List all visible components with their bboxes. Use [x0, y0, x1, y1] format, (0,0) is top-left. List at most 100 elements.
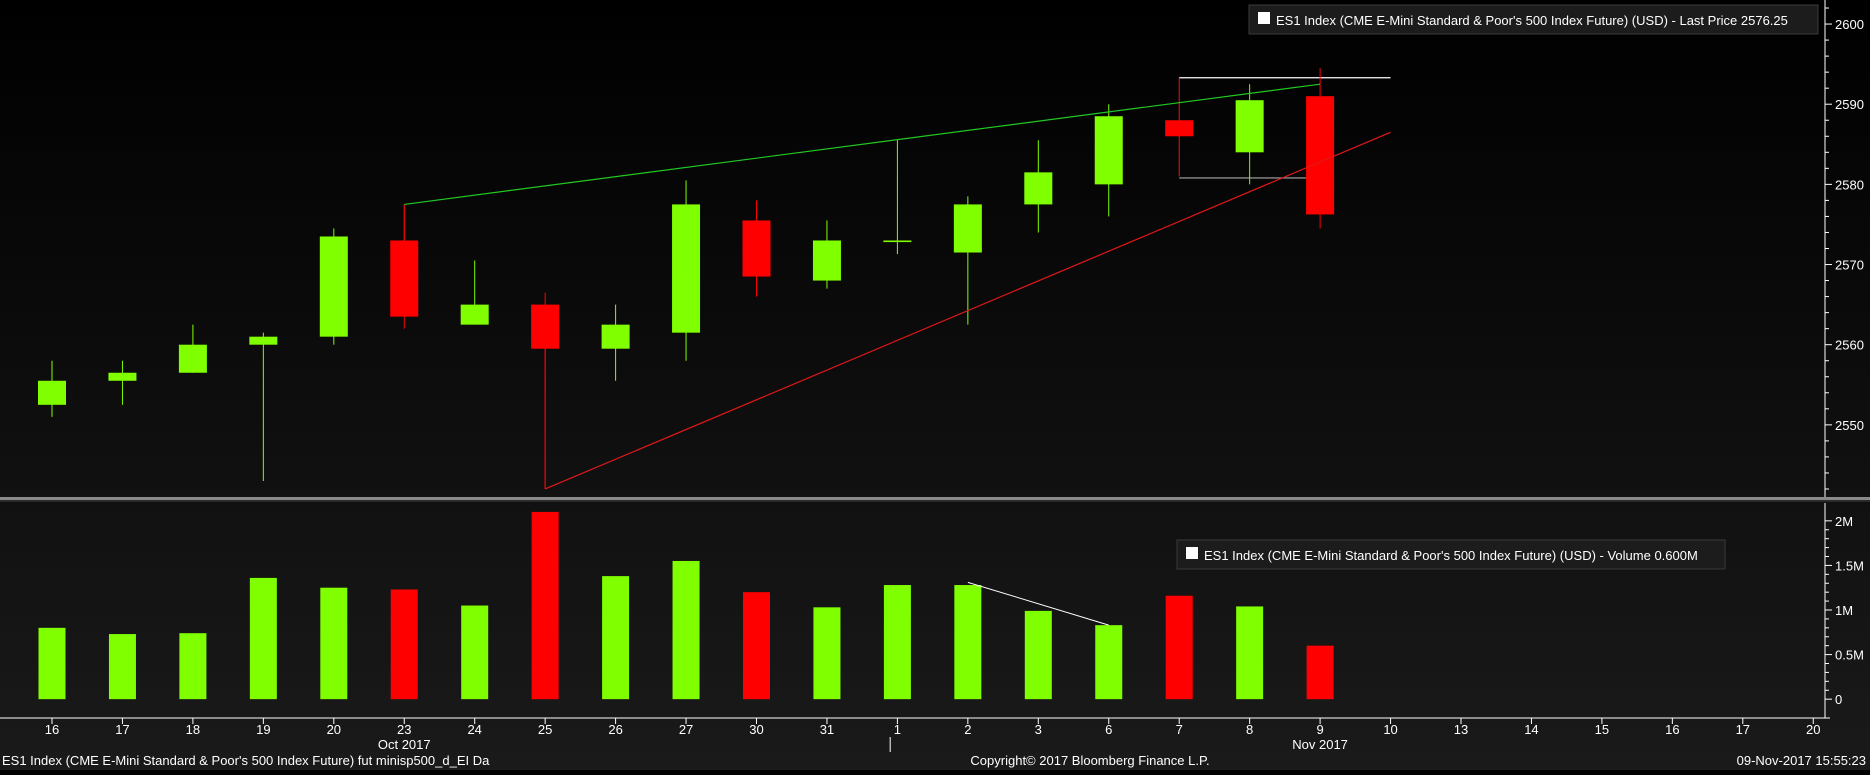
- volume-bar: [1236, 606, 1264, 700]
- x-tick-label: 14: [1524, 722, 1538, 737]
- candlestick-up: [953, 196, 982, 325]
- x-tick-label: 7: [1176, 722, 1183, 737]
- price-panel: 2550 2560 2570 2580 2590 2600: [0, 0, 1870, 502]
- x-axis: 16 17 18 19 20 23 24 25 26 27 30 31 1 2 3 6 7 8 9 10 13 14 15 1…: [0, 717, 1830, 752]
- volume-bar: [1165, 595, 1193, 700]
- candle-body: [1235, 100, 1264, 153]
- volume-y-tick-label: 0.5M: [1835, 648, 1864, 663]
- volume-bar: [672, 560, 700, 700]
- volume-trendline: [967, 581, 1109, 626]
- x-tick-label: 3: [1035, 722, 1042, 737]
- volume-bar: [1306, 645, 1334, 700]
- x-tick-label: 10: [1383, 722, 1397, 737]
- legend-swatch-icon: [1258, 12, 1270, 24]
- candle-body: [1165, 120, 1194, 137]
- volume-legend-text: ES1 Index (CME E-Mini Standard & Poor's …: [1204, 548, 1698, 563]
- x-tick-label: 18: [186, 722, 200, 737]
- x-tick-label: 31: [820, 722, 834, 737]
- candlestick-up: [601, 304, 630, 381]
- volume-bar: [813, 607, 841, 700]
- x-tick-label: 25: [538, 722, 552, 737]
- candlestick-down: [1306, 68, 1335, 229]
- x-tick-label: 26: [608, 722, 622, 737]
- volume-bar: [602, 576, 630, 700]
- x-tick-label: 19: [256, 722, 270, 737]
- candlestick-down: [531, 292, 560, 489]
- volume-bar: [320, 587, 348, 700]
- price-legend-text: ES1 Index (CME E-Mini Standard & Poor's …: [1276, 13, 1788, 28]
- x-tick-label: 20: [1806, 722, 1820, 737]
- candle-body: [953, 204, 982, 253]
- candle-body: [178, 344, 207, 373]
- volume-bar: [461, 605, 489, 700]
- volume-bar: [954, 585, 982, 700]
- candlestick-up: [883, 140, 912, 255]
- footer-security-description: ES1 Index (CME E-Mini Standard & Poor's …: [2, 753, 490, 768]
- panel-divider: [0, 497, 1870, 500]
- x-tick-label: 24: [467, 722, 481, 737]
- candle-body: [672, 204, 701, 333]
- x-tick-label: 17: [115, 722, 129, 737]
- x-tick-label: 30: [749, 722, 763, 737]
- candlestick-up: [178, 324, 207, 373]
- candle-body: [390, 240, 419, 317]
- x-tick-label: 13: [1454, 722, 1468, 737]
- volume-panel: 0 0.5M 1M 1.5M 2M: [38, 503, 1864, 718]
- candle-body: [742, 220, 771, 277]
- candle-body: [249, 336, 278, 345]
- volume-bar: [1024, 610, 1052, 700]
- candlestick-up: [319, 228, 348, 345]
- candlestick-up: [38, 360, 66, 417]
- price-y-tick-label: 2600: [1835, 17, 1864, 32]
- x-month-label: Oct 2017: [378, 737, 431, 752]
- x-tick-label: 27: [679, 722, 693, 737]
- volume-bar: [531, 511, 559, 700]
- trendline: [544, 131, 1391, 490]
- volume-bar: [1095, 625, 1123, 700]
- volume-y-tick-label: 2M: [1835, 514, 1853, 529]
- x-month-label: Nov 2017: [1292, 737, 1348, 752]
- candle-body: [460, 304, 489, 325]
- volume-bar: [390, 589, 418, 700]
- volume-bar: [249, 577, 277, 700]
- candle-body: [601, 324, 630, 349]
- candle-body: [108, 372, 137, 381]
- volume-bar: [883, 585, 911, 700]
- x-tick-label: 23: [397, 722, 411, 737]
- volume-bar: [108, 634, 136, 700]
- x-tick-label: 9: [1316, 722, 1323, 737]
- volume-y-tick-label: 1.5M: [1835, 558, 1864, 573]
- candlestick-up: [672, 180, 701, 361]
- legend-swatch-icon: [1186, 547, 1198, 559]
- candle-body: [1306, 96, 1335, 215]
- candlestick-up: [812, 220, 841, 289]
- volume-y-tick-label: 1M: [1835, 603, 1853, 618]
- x-tick-label: 6: [1105, 722, 1112, 737]
- x-tick-label: 15: [1595, 722, 1609, 737]
- x-tick-label: 8: [1246, 722, 1253, 737]
- candlestick-down: [1165, 120, 1194, 137]
- price-y-tick-label: 2550: [1835, 418, 1864, 433]
- x-tick-label: 1: [894, 722, 901, 737]
- footer-timestamp: 09-Nov-2017 15:55:23: [1737, 753, 1866, 768]
- candle-body: [1094, 116, 1123, 185]
- footer-copyright: Copyright© 2017 Bloomberg Finance L.P.: [970, 753, 1209, 768]
- candlestick-up: [108, 360, 137, 405]
- candle-body: [812, 240, 841, 281]
- price-y-tick-label: 2570: [1835, 258, 1864, 273]
- candle-body: [319, 236, 348, 337]
- candlestick-up: [1024, 140, 1053, 233]
- candlestick-up: [249, 332, 278, 481]
- volume-bar: [743, 592, 770, 700]
- x-tick-label: 16: [45, 722, 59, 737]
- volume-bar: [38, 627, 66, 700]
- volume-y-tick-label: 0: [1835, 692, 1842, 707]
- price-y-tick-label: 2590: [1835, 97, 1864, 112]
- candle-body: [531, 304, 560, 349]
- price-y-tick-label: 2560: [1835, 338, 1864, 353]
- candle-body: [38, 380, 66, 405]
- candle-body: [883, 240, 912, 243]
- price-y-tick-label: 2580: [1835, 177, 1864, 192]
